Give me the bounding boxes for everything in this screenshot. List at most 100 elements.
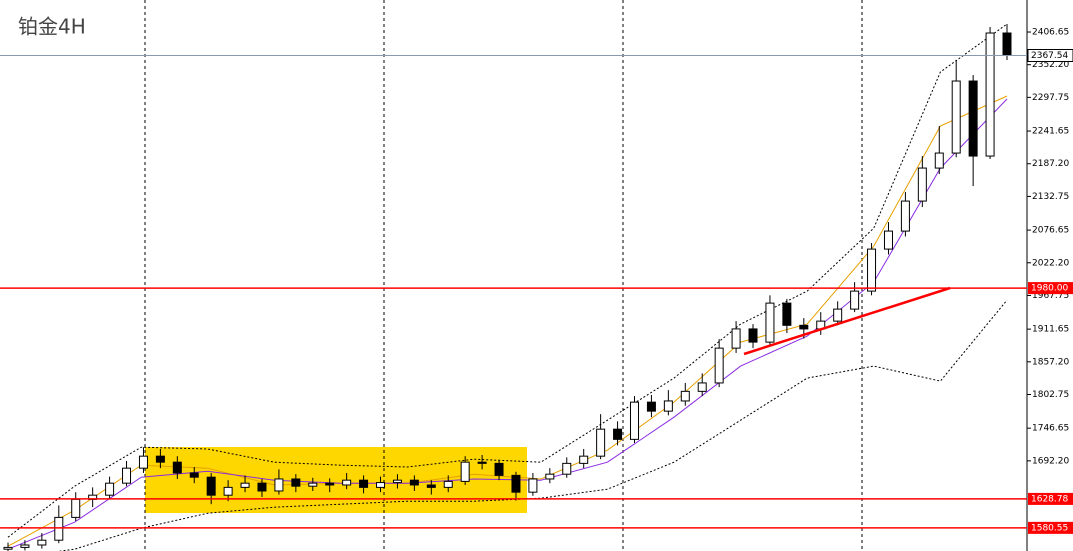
candle-body bbox=[54, 516, 64, 541]
candle-body bbox=[172, 461, 182, 474]
candle-body bbox=[596, 428, 606, 457]
y-tick-label: 2297.75 bbox=[1032, 93, 1069, 103]
candle-body bbox=[20, 544, 30, 548]
candle bbox=[562, 457, 572, 478]
last-price-label: 2367.54 bbox=[1031, 51, 1068, 61]
candle-body bbox=[934, 152, 944, 169]
candle-body bbox=[105, 482, 115, 496]
candle-body bbox=[697, 382, 707, 392]
y-tick-label: 2187.20 bbox=[1032, 159, 1069, 169]
y-tick-label: 1692.20 bbox=[1032, 456, 1069, 466]
y-tick-label: 1746.65 bbox=[1032, 424, 1069, 434]
candle bbox=[20, 540, 30, 551]
candle-body bbox=[562, 462, 572, 475]
indicator-line bbox=[57, 299, 1008, 551]
candle bbox=[240, 475, 250, 493]
candle-body bbox=[951, 80, 961, 154]
candle bbox=[37, 532, 47, 549]
level-label: 1580.55 bbox=[1031, 523, 1068, 533]
candle bbox=[917, 156, 927, 208]
candle-body bbox=[731, 328, 741, 349]
candle-body bbox=[799, 324, 809, 330]
candle-body bbox=[494, 462, 504, 476]
candle bbox=[613, 421, 623, 446]
candle bbox=[731, 321, 741, 353]
y-tick-label: 1802.75 bbox=[1032, 390, 1069, 400]
candle bbox=[646, 394, 656, 418]
candle bbox=[122, 460, 132, 487]
candle bbox=[680, 382, 690, 406]
candle bbox=[308, 477, 318, 491]
candle bbox=[477, 454, 487, 470]
level-label-box bbox=[1028, 282, 1073, 295]
candle-body bbox=[545, 473, 555, 480]
y-tick-label: 2132.75 bbox=[1032, 192, 1069, 202]
candle-body bbox=[189, 472, 199, 478]
candle bbox=[189, 466, 199, 484]
candle bbox=[511, 471, 521, 501]
candle bbox=[765, 295, 775, 346]
candle-body bbox=[426, 484, 436, 488]
candle-body bbox=[528, 478, 538, 493]
candle-body bbox=[359, 479, 369, 488]
candle bbox=[850, 282, 860, 313]
level-label-box bbox=[1028, 521, 1073, 534]
candle bbox=[883, 222, 893, 255]
candle-body bbox=[122, 467, 132, 484]
candle-body bbox=[37, 539, 47, 546]
candle bbox=[596, 414, 606, 460]
candle bbox=[359, 475, 369, 494]
candle-body bbox=[629, 401, 639, 440]
candle bbox=[223, 480, 233, 502]
candle-body bbox=[646, 401, 656, 412]
candle-body bbox=[985, 32, 995, 157]
y-tick-label: 2241.65 bbox=[1032, 127, 1069, 137]
candle bbox=[545, 468, 555, 484]
candle-body bbox=[325, 482, 335, 486]
candle-body bbox=[782, 302, 792, 326]
candle-body bbox=[850, 290, 860, 310]
y-tick-label: 1911.65 bbox=[1032, 325, 1069, 335]
candle bbox=[409, 475, 419, 491]
candle bbox=[985, 27, 995, 160]
y-tick-label: 2352.20 bbox=[1032, 60, 1069, 70]
candle bbox=[748, 324, 758, 349]
candle-body bbox=[409, 479, 419, 486]
candle bbox=[934, 126, 944, 175]
candle bbox=[782, 298, 792, 334]
candle-body bbox=[883, 230, 893, 250]
level-label: 1980.00 bbox=[1031, 284, 1068, 294]
candle-body bbox=[917, 167, 927, 202]
range-box bbox=[145, 447, 527, 513]
zone bbox=[145, 447, 527, 513]
candle bbox=[257, 478, 267, 497]
candle bbox=[105, 476, 115, 500]
candle-body bbox=[257, 482, 267, 492]
candle-body bbox=[613, 428, 623, 440]
y-tick-label: 2022.20 bbox=[1032, 258, 1069, 268]
candle bbox=[697, 373, 707, 397]
candle-body bbox=[663, 400, 673, 412]
candle bbox=[155, 448, 165, 469]
candle bbox=[172, 456, 182, 479]
candle-body bbox=[748, 328, 758, 343]
candle-body bbox=[511, 474, 521, 493]
candle-body bbox=[3, 546, 13, 550]
candle bbox=[376, 476, 386, 493]
candle bbox=[528, 472, 538, 496]
candle-body bbox=[680, 390, 690, 402]
chart-title: 铂金4H bbox=[18, 15, 86, 39]
candle-body bbox=[714, 347, 724, 384]
candle bbox=[900, 192, 910, 237]
candle-body bbox=[155, 455, 165, 463]
candle bbox=[54, 505, 64, 544]
candle-body bbox=[308, 482, 318, 487]
y-tick-label: 1857.20 bbox=[1032, 357, 1069, 367]
candle-body bbox=[206, 476, 216, 496]
candle bbox=[494, 459, 504, 481]
candle bbox=[714, 339, 724, 388]
candle-body bbox=[71, 498, 81, 518]
candle bbox=[833, 301, 843, 326]
candle bbox=[968, 75, 978, 187]
y-tick-label: 2076.65 bbox=[1032, 226, 1069, 236]
